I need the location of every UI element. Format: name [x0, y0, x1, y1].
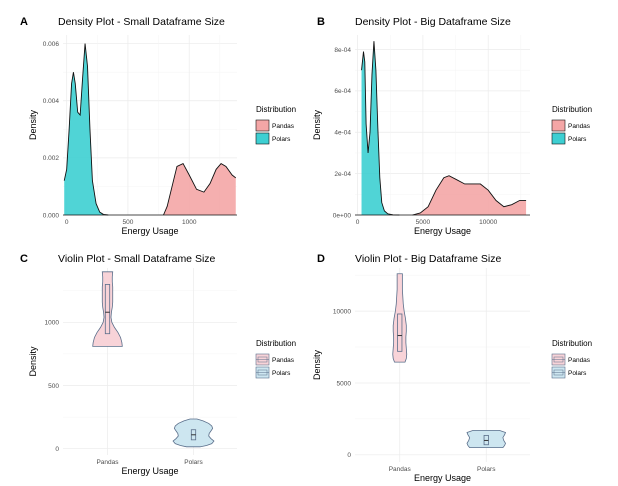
legend: Distribution Pandas Polars: [255, 105, 296, 145]
panel-letter: D: [317, 253, 325, 265]
density-area-pandas: [412, 175, 527, 215]
y-tick-label: 8e-04: [334, 47, 351, 54]
y-tick-label: 0.004: [43, 98, 60, 105]
density-line-pandas: [163, 162, 237, 216]
panel-d: D Violin Plot - Big Dataframe Size 0 5000 10…: [312, 253, 592, 483]
y-tick-label: 0: [55, 446, 59, 453]
legend-key-polars: [551, 366, 566, 379]
legend-label-polars: Polars: [568, 370, 587, 377]
panel-letter: C: [20, 253, 28, 265]
panel-title: Density Plot - Small Dataframe Size: [58, 16, 225, 28]
legend: Distribution Pandas Polars: [255, 339, 296, 379]
legend-label-pandas: Pandas: [568, 123, 591, 130]
density-area-pandas: [163, 163, 236, 215]
legend-label-pandas: Pandas: [272, 357, 295, 364]
x-tick-label: 0: [356, 219, 360, 226]
legend-label-polars: Polars: [272, 136, 291, 143]
legend-key-pandas: [255, 119, 270, 132]
x-tick-label: Polars: [477, 466, 496, 473]
legend-key-pandas: [551, 353, 566, 366]
y-tick-label: 0.006: [43, 41, 60, 48]
y-tick-label: 4e-04: [334, 130, 351, 137]
y-tick-label: 10000: [333, 308, 351, 315]
legend-key-polars: [255, 132, 270, 145]
x-axis-label: Energy Usage: [121, 466, 178, 476]
y-tick-label: 5000: [337, 380, 352, 387]
gridlines: [63, 268, 237, 455]
legend-key-polars: [255, 366, 270, 379]
legend-key-pandas: [255, 353, 270, 366]
y-tick-label: 0: [347, 452, 351, 459]
legend-key-polars: [551, 132, 566, 145]
x-axis-label: Energy Usage: [414, 473, 471, 483]
gridlines: [355, 268, 530, 462]
y-tick-label: 1000: [45, 320, 60, 327]
density-area-polars: [361, 41, 400, 216]
legend-title: Distribution: [552, 339, 592, 348]
y-tick-label: 0.002: [43, 155, 60, 162]
y-tick-label: 6e-04: [334, 88, 351, 95]
density-line-pandas: [412, 175, 527, 216]
x-tick-label: Pandas: [96, 459, 119, 466]
legend-key-pandas: [551, 119, 566, 132]
x-tick-label: 1000: [182, 219, 197, 226]
y-axis-label: Density: [312, 349, 322, 380]
x-tick-label: 500: [123, 219, 134, 226]
x-axis-label: Energy Usage: [414, 226, 471, 236]
y-tick-label: 0.000: [43, 212, 60, 219]
panel-title: Violin Plot - Small Dataframe Size: [58, 253, 216, 265]
density-line-polars: [361, 41, 400, 216]
legend: Distribution Pandas Polars: [551, 339, 592, 379]
x-tick-label: 0: [65, 219, 69, 226]
y-axis-label: Density: [28, 346, 38, 377]
legend: Distribution Pandas Polars: [551, 105, 592, 145]
x-tick-label: 10000: [479, 219, 497, 226]
panel-letter: A: [20, 16, 28, 28]
x-tick-label: Pandas: [389, 466, 412, 473]
legend-title: Distribution: [552, 105, 592, 114]
x-axis-label: Energy Usage: [121, 226, 178, 236]
legend-label-polars: Polars: [568, 136, 587, 143]
box-pandas: [104, 284, 111, 335]
x-tick-label: 5000: [416, 219, 431, 226]
y-tick-label: 2e-04: [334, 171, 351, 178]
x-tick-label: Polars: [184, 459, 203, 466]
legend-label-pandas: Pandas: [568, 357, 591, 364]
panel-a: A Density Plot - Small Dataframe Size 0.00…: [20, 16, 296, 236]
legend-title: Distribution: [256, 339, 296, 348]
y-tick-label: 500: [48, 383, 59, 390]
legend-label-polars: Polars: [272, 370, 291, 377]
legend-label-pandas: Pandas: [272, 123, 295, 130]
panel-b: B Density Plot - Big Dataframe Size 0e+00 2…: [312, 16, 592, 236]
density-line-polars: [63, 43, 109, 216]
panel-c: C Violin Plot - Small Dataframe Size 0 500 1…: [20, 253, 296, 476]
panel-title: Violin Plot - Big Dataframe Size: [355, 253, 501, 265]
legend-title: Distribution: [256, 105, 296, 114]
panel-letter: B: [317, 16, 325, 28]
panel-title: Density Plot - Big Dataframe Size: [355, 16, 511, 28]
box-pandas: [397, 313, 403, 352]
y-axis-label: Density: [28, 109, 38, 140]
y-axis-label: Density: [312, 109, 322, 140]
y-tick-label: 0e+00: [333, 212, 352, 219]
